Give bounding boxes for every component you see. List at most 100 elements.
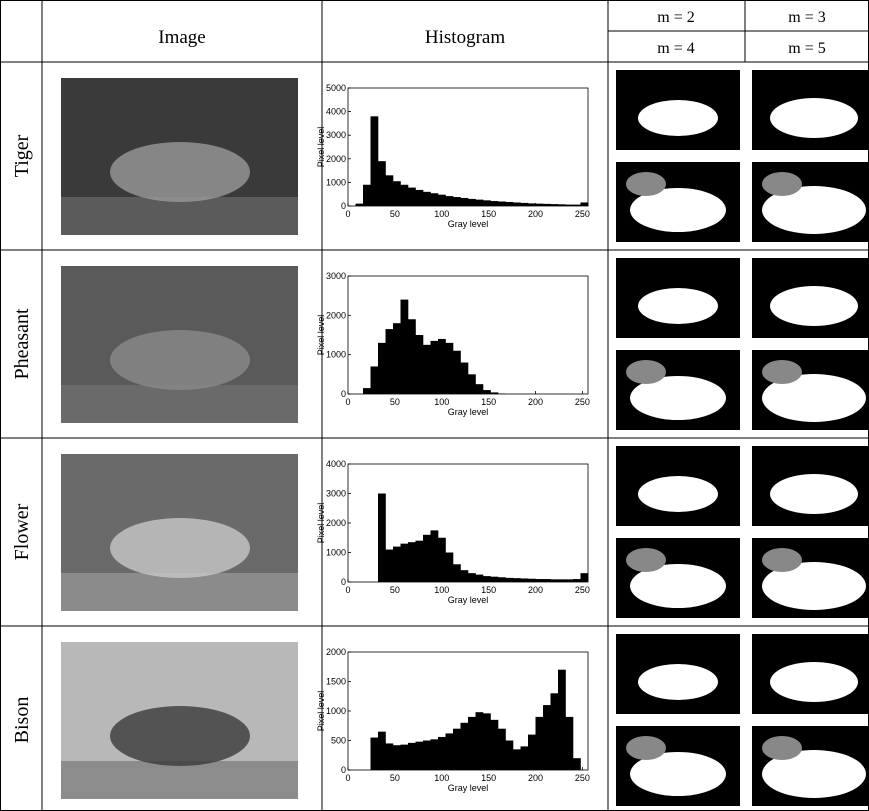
y-tick-label: 3000 [326, 271, 346, 281]
histogram-bar [483, 200, 491, 206]
histogram-bar [386, 329, 394, 394]
x-tick-label: 250 [575, 585, 590, 595]
histogram-bar [468, 717, 476, 770]
y-tick-label: 5000 [326, 83, 346, 93]
y-tick-label: 2000 [326, 647, 346, 657]
y-tick-label: 4000 [326, 459, 346, 469]
histogram-bar [416, 335, 424, 394]
segmentation-region [762, 736, 802, 760]
segmentation-region [770, 98, 858, 138]
segmentation-region [638, 476, 718, 512]
histogram-bar [543, 579, 551, 582]
segmentation-region [762, 172, 802, 196]
histogram-bar [461, 198, 469, 206]
photo [61, 642, 298, 799]
histogram-bar [498, 729, 506, 770]
x-axis-label: Gray level [448, 595, 489, 605]
histogram-bar [393, 323, 401, 394]
y-tick-label: 1000 [326, 706, 346, 716]
x-axis-label: Gray level [448, 407, 489, 417]
histogram-bar [378, 494, 386, 583]
x-tick-label: 50 [390, 773, 400, 783]
x-tick-label: 100 [434, 397, 449, 407]
histogram-bar [446, 553, 454, 583]
x-tick-label: 50 [390, 397, 400, 407]
histogram-bar [573, 758, 581, 770]
photo [61, 454, 298, 611]
histogram-bar [536, 717, 544, 770]
y-tick-label: 1000 [326, 177, 346, 187]
histogram-bar [363, 185, 371, 206]
histogram-bar [423, 192, 431, 206]
histogram-bar [416, 541, 424, 582]
row-label: Bison [11, 697, 33, 744]
histogram-bar [581, 202, 589, 206]
x-tick-label: 200 [528, 585, 543, 595]
row-label: Tiger [11, 134, 33, 177]
x-tick-label: 0 [345, 397, 350, 407]
header-m: m = 5 [788, 40, 825, 57]
segmentation-region [638, 664, 718, 700]
histogram-bar [363, 388, 371, 394]
histogram-bar [386, 550, 394, 582]
histogram-bar [453, 197, 461, 206]
histogram-bar [543, 705, 551, 770]
histogram-bar [438, 339, 446, 394]
histogram-bar [483, 576, 491, 582]
y-tick-label: 2000 [326, 518, 346, 528]
histogram-bar [393, 547, 401, 582]
y-tick-label: 3000 [326, 130, 346, 140]
segmentation-region [638, 100, 718, 136]
histogram-bar [431, 193, 439, 206]
segmentation-region [770, 474, 858, 514]
x-tick-label: 100 [434, 585, 449, 595]
histogram-bar [573, 579, 581, 582]
histogram-bar [581, 573, 589, 582]
histogram-bar [371, 738, 379, 770]
histogram-bar [506, 741, 514, 771]
x-tick-label: 200 [528, 397, 543, 407]
histogram-bar [491, 201, 499, 206]
histogram-bar [386, 175, 394, 206]
y-tick-label: 2000 [326, 154, 346, 164]
histogram-bar [453, 729, 461, 770]
histogram-bar [408, 542, 416, 582]
histogram-bar [416, 190, 424, 206]
row-label: Pheasant [11, 308, 33, 380]
photo [61, 78, 298, 235]
histogram-bar [521, 203, 529, 206]
histogram-bar [476, 575, 484, 582]
y-tick-label: 1500 [326, 677, 346, 687]
photo-ground [61, 761, 298, 799]
histogram-bar [491, 577, 499, 582]
histogram-bar [476, 200, 484, 206]
row-label: Flower [11, 503, 33, 560]
y-axis-label: Pixel level [316, 127, 326, 168]
x-axis-label: Gray level [448, 219, 489, 229]
histogram-bar [468, 199, 476, 206]
y-axis-label: Pixel level [316, 315, 326, 356]
histogram-bar [423, 741, 431, 771]
histogram-bar [468, 374, 476, 394]
histogram-bar [431, 530, 439, 582]
histogram-bar [506, 578, 514, 582]
header-histogram: Histogram [425, 27, 505, 48]
histogram-bar [438, 737, 446, 770]
histogram-bar [416, 742, 424, 770]
photo-subject [110, 142, 250, 202]
histogram-bar [513, 749, 521, 770]
photo-subject [110, 518, 250, 578]
histogram-bar [408, 743, 416, 770]
y-tick-label: 3000 [326, 489, 346, 499]
photo-ground [61, 197, 298, 235]
histogram-bar [536, 579, 544, 582]
y-axis-label: Pixel level [316, 691, 326, 732]
histogram-bar [446, 196, 454, 206]
photo [61, 266, 298, 423]
photo-subject [110, 706, 250, 766]
segmentation-region [770, 662, 858, 702]
segmentation-region [626, 172, 666, 196]
histogram-bar [461, 363, 469, 394]
histogram-bar [506, 202, 514, 206]
header-m: m = 2 [657, 9, 694, 26]
